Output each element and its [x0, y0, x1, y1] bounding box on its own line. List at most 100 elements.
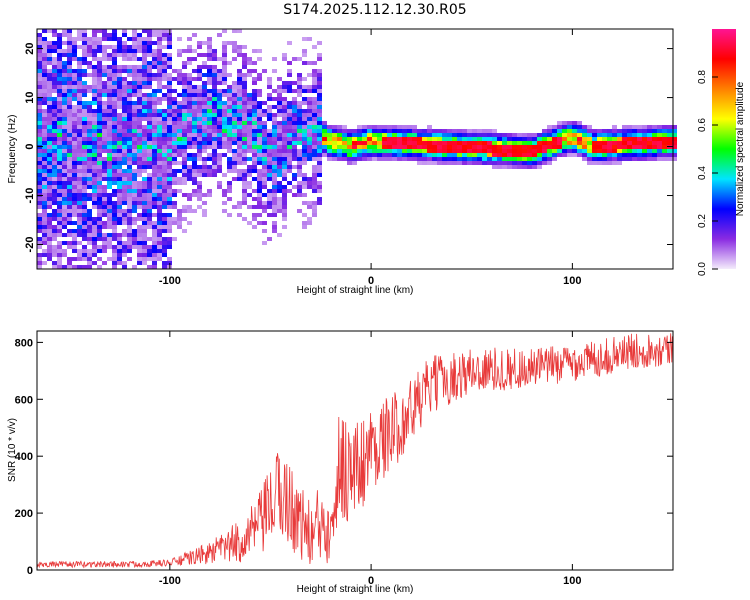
heatmap-cell [472, 145, 477, 149]
heatmap-cell [152, 77, 157, 81]
heatmap-cell [212, 85, 217, 89]
heatmap-cell [537, 157, 542, 161]
heatmap-cell [532, 153, 537, 157]
heatmap-cell [557, 137, 562, 141]
heatmap-cell [302, 201, 307, 205]
heatmap-cell [137, 129, 142, 133]
heatmap-cell [107, 145, 112, 149]
heatmap-cell [52, 265, 57, 269]
heatmap-cell [67, 125, 72, 129]
heatmap-cell [97, 245, 102, 249]
heatmap-cell [102, 29, 107, 33]
heatmap-cell [97, 237, 102, 241]
heatmap-cell [662, 153, 667, 157]
heatmap-cell [62, 125, 67, 129]
heatmap-cell [672, 129, 677, 133]
heatmap-cell [212, 53, 217, 57]
heatmap-cell [82, 169, 87, 173]
heatmap-cell [52, 121, 57, 125]
heatmap-cell [657, 129, 662, 133]
heatmap-cell [97, 221, 102, 225]
heatmap-cell [102, 209, 107, 213]
heatmap-cell [52, 253, 57, 257]
heatmap-cell [42, 229, 47, 233]
heatmap-cell [47, 225, 52, 229]
heatmap-cell [167, 53, 172, 57]
heatmap-cell [292, 97, 297, 101]
heatmap-cell [77, 37, 82, 41]
heatmap-cell [307, 181, 312, 185]
heatmap-cell [97, 57, 102, 61]
heatmap-cell [382, 129, 387, 133]
heatmap-cell [497, 145, 502, 149]
heatmap-cell [647, 133, 652, 137]
heatmap-cell [402, 153, 407, 157]
heatmap-cell [182, 129, 187, 133]
heatmap-cell [162, 61, 167, 65]
heatmap-cell [42, 261, 47, 265]
heatmap-cell [52, 129, 57, 133]
heatmap-cell [47, 153, 52, 157]
heatmap-cell [47, 137, 52, 141]
heatmap-cell [87, 253, 92, 257]
heatmap-cell [62, 133, 67, 137]
heatmap-cell [337, 125, 342, 129]
heatmap-cell [57, 201, 62, 205]
heatmap-cell [317, 149, 322, 153]
heatmap-cell [177, 153, 182, 157]
heatmap-cell [482, 141, 487, 145]
heatmap-cell [322, 133, 327, 137]
heatmap-cell [252, 109, 257, 113]
heatmap-cell [257, 117, 262, 121]
heatmap-cell [207, 69, 212, 73]
heatmap-cell [77, 173, 82, 177]
heatmap-cell [317, 133, 322, 137]
heatmap-cell [522, 161, 527, 165]
heatmap-cell [57, 85, 62, 89]
heatmap-cell [302, 149, 307, 153]
heatmap-cell [152, 61, 157, 65]
heatmap-cell [472, 149, 477, 153]
heatmap-cell [107, 169, 112, 173]
heatmap-cell [632, 133, 637, 137]
heatmap-cell [272, 185, 277, 189]
heatmap-cell [177, 221, 182, 225]
heatmap-cell [107, 185, 112, 189]
heatmap-cell [107, 77, 112, 81]
heatmap-cell [182, 125, 187, 129]
heatmap-cell [642, 157, 647, 161]
heatmap-cell [77, 153, 82, 157]
heatmap-cell [667, 141, 672, 145]
heatmap-cell [192, 121, 197, 125]
heatmap-cell [477, 133, 482, 137]
heatmap-cell [172, 101, 177, 105]
heatmap-cell [67, 73, 72, 77]
heatmap-cell [87, 185, 92, 189]
heatmap-cell [177, 125, 182, 129]
heatmap-cell [662, 149, 667, 153]
heatmap-cell [292, 113, 297, 117]
heatmap-cell [122, 85, 127, 89]
heatmap-cell [107, 93, 112, 97]
heatmap-cell [487, 133, 492, 137]
heatmap-cell [197, 113, 202, 117]
heatmap-cell [77, 89, 82, 93]
heatmap-cell [117, 169, 122, 173]
heatmap-cell [187, 133, 192, 137]
heatmap-cell [62, 177, 67, 181]
heatmap-cell [122, 245, 127, 249]
heatmap-cell [257, 197, 262, 201]
heatmap-cell [77, 105, 82, 109]
heatmap-cell [577, 137, 582, 141]
heatmap-cell [652, 149, 657, 153]
heatmap-cell [157, 165, 162, 169]
heatmap-cell [117, 237, 122, 241]
heatmap-cell [382, 157, 387, 161]
heatmap-cell [217, 165, 222, 169]
heatmap-cell [277, 165, 282, 169]
heatmap-cell [127, 45, 132, 49]
heatmap-cell [297, 101, 302, 105]
heatmap-cell [152, 181, 157, 185]
heatmap-cell [62, 161, 67, 165]
